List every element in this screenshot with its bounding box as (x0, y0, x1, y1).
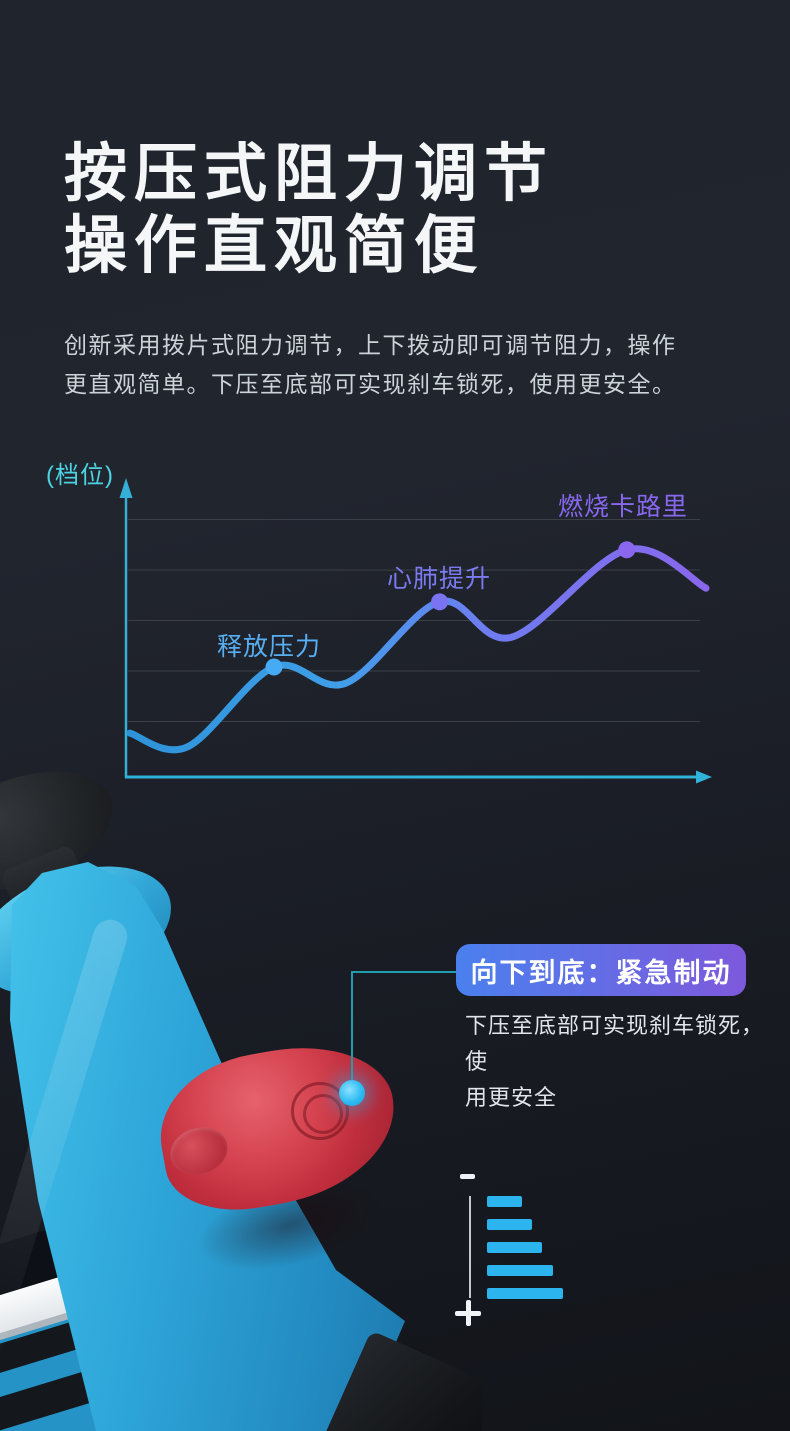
intro-line1: 创新采用拨片式阻力调节，上下拨动即可调节阻力，操作 (64, 332, 677, 358)
curve-annotation-burn-calories: 燃烧卡路里 (558, 493, 689, 521)
emergency-brake-badge: 向下到底：紧急制动 (456, 944, 746, 996)
callout-connector-vertical (351, 971, 353, 1085)
indicator-axis-line (469, 1196, 471, 1298)
resistance-bar (487, 1288, 563, 1299)
chart-axes (119, 478, 712, 784)
resistance-curve-chart: (档位) 释放压力 心肺提升 燃烧卡路里 (0, 450, 760, 790)
page-title-line2: 操作直观简便 (64, 211, 484, 281)
callout-anchor-dot-icon (339, 1080, 365, 1106)
resistance-bar (487, 1242, 542, 1253)
page-title: 按压式阻力调节 操作直观简便 (64, 138, 554, 282)
intro-line2: 更直观简单。下压至底部可实现刹车锁死，使用更安全。 (64, 371, 677, 397)
plus-icon (455, 1300, 481, 1326)
x-axis-arrow-icon (696, 770, 712, 784)
resistance-bar (487, 1219, 532, 1230)
y-axis-arrow-icon (119, 478, 133, 498)
lever-logo-emboss (291, 1082, 349, 1140)
resistance-curve (126, 545, 710, 754)
emergency-brake-description: 下压至底部可实现刹车锁死，使 用更安全 (465, 1008, 771, 1116)
callout-connector-horizontal (352, 971, 456, 973)
resistance-bars (487, 1196, 563, 1311)
curve-data-dots (265, 541, 636, 676)
minus-icon (460, 1174, 475, 1179)
spin-bike-product-photo (0, 770, 482, 1431)
y-axis-label: (档位) (46, 462, 114, 489)
intro-paragraph: 创新采用拨片式阻力调节，上下拨动即可调节阻力，操作 更直观简单。下压至底部可实现… (64, 326, 677, 404)
curve-chart-canvas (119, 478, 712, 784)
curve-annotation-release-pressure: 释放压力 (217, 633, 322, 661)
page-title-line1: 按压式阻力调节 (64, 139, 554, 209)
resistance-bar (487, 1265, 553, 1276)
description-line1: 下压至底部可实现刹车锁死，使 (465, 1013, 765, 1074)
resistance-bar (487, 1196, 522, 1207)
description-line2: 用更安全 (465, 1085, 558, 1110)
curve-annotation-cardio-boost: 心肺提升 (387, 565, 492, 593)
